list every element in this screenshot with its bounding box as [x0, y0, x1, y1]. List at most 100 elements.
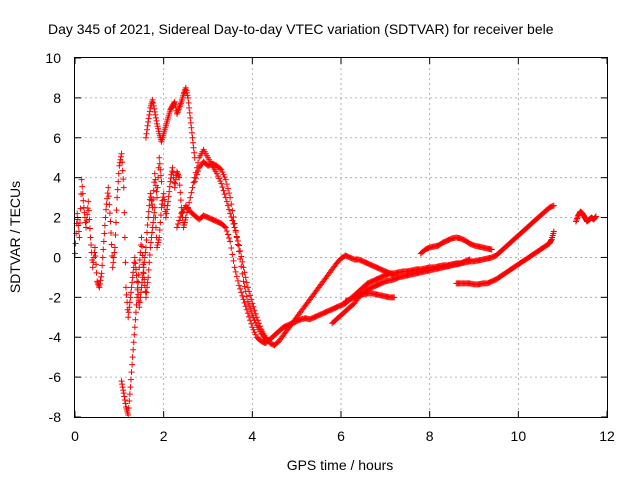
data-point	[227, 194, 234, 201]
data-point	[224, 202, 231, 209]
series-K	[572, 208, 599, 225]
data-point	[391, 294, 398, 301]
data-point	[242, 288, 249, 295]
data-point	[226, 206, 233, 213]
data-point	[119, 384, 126, 391]
data-point	[240, 278, 247, 285]
data-point	[223, 198, 230, 205]
data-point	[233, 234, 240, 241]
series-F	[191, 158, 269, 343]
data-point	[142, 134, 149, 141]
data-point	[175, 107, 182, 114]
data-point	[121, 393, 128, 400]
data-point	[246, 301, 253, 308]
data-point	[142, 288, 149, 295]
data-point	[240, 296, 247, 303]
data-point	[229, 207, 236, 214]
data-point	[154, 184, 161, 191]
data-point	[130, 346, 137, 353]
data-point	[105, 184, 112, 191]
series-H	[342, 290, 398, 305]
data-point	[138, 234, 145, 241]
data-point	[242, 303, 249, 310]
data-point	[99, 262, 106, 269]
data-point	[154, 194, 161, 201]
data-point	[115, 178, 122, 185]
data-point	[147, 190, 154, 197]
data-point	[241, 299, 248, 306]
data-point	[143, 130, 150, 137]
data-point	[160, 190, 167, 197]
data-point	[185, 99, 192, 106]
data-point	[131, 254, 138, 261]
y-tick-label: -2	[49, 289, 62, 305]
data-point	[96, 284, 103, 291]
data-point	[126, 304, 133, 311]
data-point	[234, 241, 241, 248]
data-point	[232, 227, 239, 234]
x-tick-label: 12	[599, 428, 615, 444]
data-point	[128, 284, 135, 291]
data-point	[165, 198, 172, 205]
data-point	[112, 232, 119, 239]
series-B	[118, 164, 189, 419]
data-point	[83, 218, 90, 225]
data-point	[243, 306, 250, 313]
plot-frame	[74, 57, 608, 418]
y-tick-label: 0	[53, 249, 61, 265]
data-point	[84, 211, 91, 218]
data-point	[151, 105, 158, 112]
data-point	[231, 264, 238, 271]
data-point	[101, 222, 108, 229]
data-point	[166, 183, 173, 190]
data-point	[193, 171, 200, 178]
data-point	[122, 284, 129, 291]
data-point	[227, 238, 234, 245]
data-point	[72, 240, 79, 247]
data-point	[186, 104, 193, 111]
data-point	[145, 266, 152, 273]
data-point	[236, 248, 243, 255]
data-point	[230, 257, 237, 264]
data-point	[574, 215, 581, 222]
data-point	[138, 284, 145, 291]
data-point	[243, 293, 250, 300]
data-point	[224, 231, 231, 238]
data-point	[121, 209, 128, 216]
data-point	[187, 194, 194, 201]
data-point	[220, 187, 227, 194]
data-point	[114, 186, 121, 193]
data-point	[146, 251, 153, 258]
data-point	[191, 149, 198, 156]
data-point	[243, 279, 250, 286]
data-point	[74, 210, 81, 217]
data-point	[231, 220, 238, 227]
data-point	[86, 216, 93, 223]
data-point	[106, 201, 113, 208]
data-point	[120, 184, 127, 191]
data-point	[249, 300, 256, 307]
y-tick-label: 6	[53, 130, 61, 146]
data-point	[140, 270, 147, 277]
y-tick-label: 4	[53, 170, 61, 186]
y-tick-labels: -8 -6 -4 -2 0 2 4 6 8 10	[45, 50, 61, 425]
data-point	[119, 167, 126, 174]
data-point	[131, 259, 138, 266]
data-point	[177, 197, 184, 204]
data-point	[176, 217, 183, 224]
data-point	[186, 109, 193, 116]
data-point	[152, 111, 159, 118]
data-point	[262, 336, 269, 343]
data-point	[218, 180, 225, 187]
data-point	[190, 179, 197, 186]
data-point	[230, 214, 237, 221]
data-point	[143, 289, 150, 296]
data-point	[244, 310, 251, 317]
data-point	[223, 228, 230, 235]
x-tick-label: 6	[337, 428, 345, 444]
data-point	[152, 224, 159, 231]
data-point	[226, 234, 233, 241]
data-point	[139, 243, 146, 250]
data-point	[135, 279, 142, 286]
data-point	[147, 239, 154, 246]
